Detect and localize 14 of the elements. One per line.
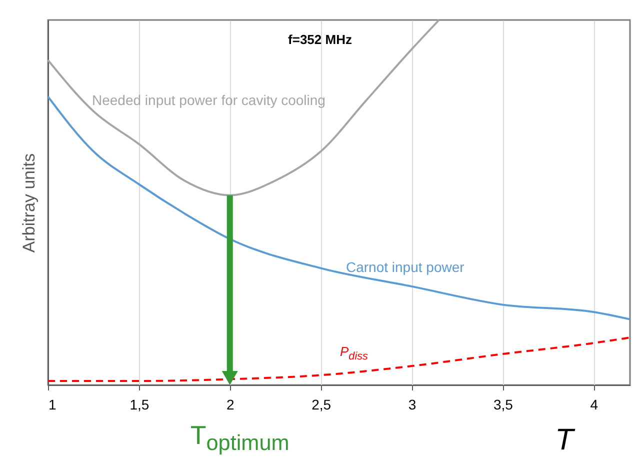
x-tick-label: 1 — [48, 396, 56, 412]
series-label: P$_{diss}$ — [340, 344, 368, 363]
x-tick-label: 4 — [590, 396, 598, 412]
x-tick-label: 3 — [408, 396, 416, 412]
series-label: Needed input power for cavity cooling — [92, 92, 326, 108]
x-tick-label: 2,5 — [312, 396, 332, 412]
x-tick-label: 1,5 — [130, 396, 150, 412]
x-tick-label: 2 — [226, 396, 234, 412]
x-tick-label: 3,5 — [493, 396, 514, 412]
x-axis-title: T — [555, 424, 576, 456]
text: f=352 MHz — [288, 32, 352, 47]
series-label: Carnot input power — [346, 259, 464, 275]
y-axis-title: Arbitray units — [20, 153, 38, 253]
annotation: T$_{optimum}$ — [190, 420, 290, 456]
